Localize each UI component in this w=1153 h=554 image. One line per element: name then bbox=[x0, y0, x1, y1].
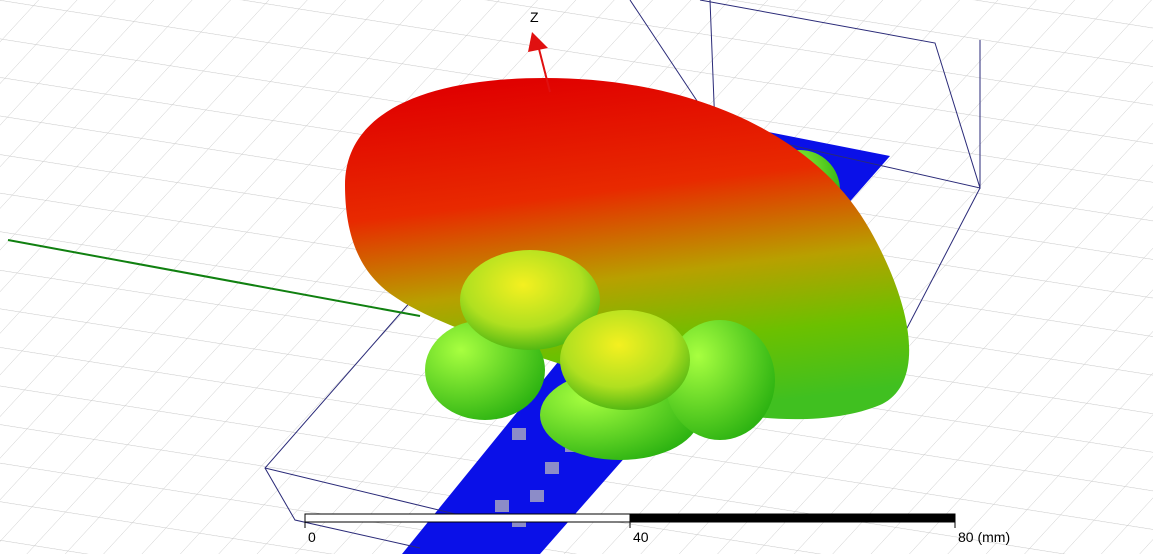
scale-segment bbox=[629, 513, 956, 523]
side-lobe bbox=[665, 320, 775, 440]
scale-tick-label: 40 bbox=[633, 529, 649, 545]
x-axis-line bbox=[7, 239, 421, 317]
scale-tick-label: 0 bbox=[308, 529, 316, 545]
z-axis: Z bbox=[528, 9, 551, 93]
side-lobe bbox=[560, 310, 690, 410]
scale-tick-label: 80 (mm) bbox=[958, 529, 1010, 545]
scale-bar: 0 40 80 (mm) bbox=[304, 513, 1010, 545]
scale-segment bbox=[304, 513, 631, 523]
axis-label: Z bbox=[530, 9, 539, 25]
side-lobe bbox=[460, 250, 600, 350]
